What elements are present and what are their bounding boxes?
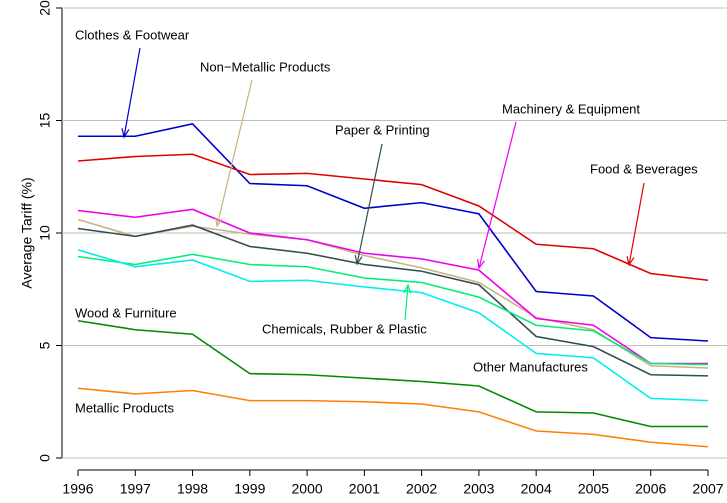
series-label: Clothes & Footwear <box>75 27 190 42</box>
y-axis-label: Average Tariff (%) <box>19 177 35 288</box>
series-line <box>77 153 709 282</box>
arrow-head <box>403 283 412 294</box>
annotation-arrow <box>478 121 517 269</box>
series-label: Machinery & Equipment <box>502 101 640 116</box>
series-line <box>77 253 709 366</box>
x-tick-label: 2007 <box>692 481 723 497</box>
arrow-head <box>121 128 130 139</box>
series-line <box>77 387 709 448</box>
x-tick-label: 2006 <box>635 481 666 497</box>
annotation-arrow <box>123 47 141 138</box>
arrow-head <box>354 255 363 266</box>
x-tick-label: 1998 <box>177 481 208 497</box>
y-tick-label: 20 <box>37 0 53 16</box>
series-label: Other Manufactures <box>473 359 588 374</box>
y-tick-label: 10 <box>37 225 53 241</box>
x-tick-label: 2000 <box>292 481 323 497</box>
x-tick-label: 1999 <box>234 481 265 497</box>
series-label: Paper & Printing <box>335 122 430 137</box>
series-line <box>77 224 709 377</box>
series-line <box>77 208 708 365</box>
arrow-head <box>214 217 223 228</box>
x-tick-label: 2001 <box>349 481 380 497</box>
arrow-head <box>477 259 485 270</box>
x-tick-label: 1996 <box>62 481 93 497</box>
y-tick-label: 5 <box>37 341 53 349</box>
arrow-head <box>626 256 635 267</box>
x-tick-label: 2003 <box>463 481 494 497</box>
x-tick-label: 2005 <box>578 481 609 497</box>
x-tick-label: 1997 <box>120 481 151 497</box>
annotation-arrow <box>404 284 409 321</box>
x-tick-label: 2002 <box>406 481 437 497</box>
annotation-arrow <box>216 79 253 227</box>
annotation-arrow <box>356 143 383 265</box>
series-line <box>78 122 709 342</box>
y-tick-label: 15 <box>37 113 53 129</box>
annotation-arrow <box>628 182 645 266</box>
series-line <box>77 319 708 428</box>
series-label: Wood & Furniture <box>75 305 177 320</box>
series-label: Food & Beverages <box>590 161 698 176</box>
series-label: Chemicals, Rubber & Plastic <box>262 321 427 336</box>
series-line <box>77 249 709 402</box>
series-label: Metallic Products <box>75 400 174 415</box>
x-tick-label: 2004 <box>521 481 552 497</box>
series-label: Non−Metallic Products <box>200 59 331 74</box>
y-tick-label: 0 <box>37 454 53 462</box>
